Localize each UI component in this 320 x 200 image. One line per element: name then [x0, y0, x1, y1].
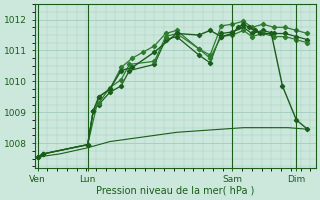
- X-axis label: Pression niveau de la mer( hPa ): Pression niveau de la mer( hPa ): [96, 186, 254, 196]
